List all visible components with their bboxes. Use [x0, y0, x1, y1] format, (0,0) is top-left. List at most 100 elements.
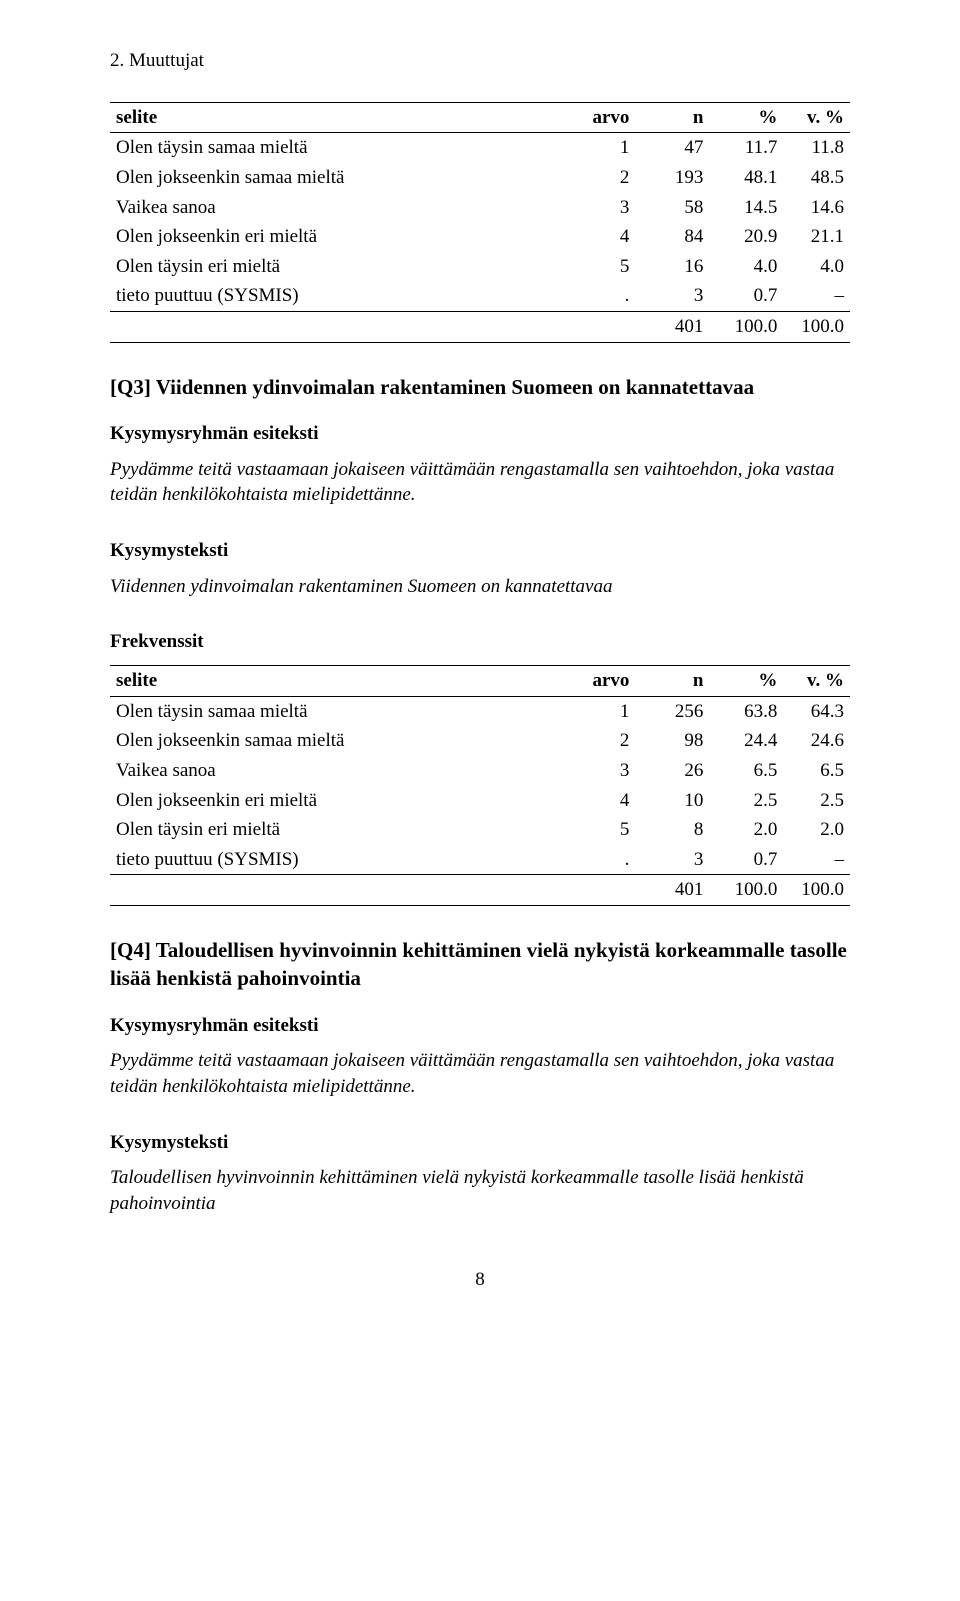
cell-vpct: 48.5 — [783, 163, 850, 193]
cell-total-n: 401 — [635, 312, 709, 343]
q4-question-text: Taloudellisen hyvinvoinnin kehittäminen … — [110, 1165, 850, 1216]
frequency-table-2: selite arvo n % v. % Olen täysin samaa m… — [110, 665, 850, 906]
cell-selite: Olen jokseenkin samaa mieltä — [110, 726, 569, 756]
cell-vpct: 2.0 — [783, 815, 850, 845]
table-row: Vaikea sanoa 3 26 6.5 6.5 — [110, 756, 850, 786]
table-header-row: selite arvo n % v. % — [110, 665, 850, 696]
cell-n: 193 — [635, 163, 709, 193]
table-row: Olen täysin eri mieltä 5 16 4.0 4.0 — [110, 252, 850, 282]
cell-selite: tieto puuttuu (SYSMIS) — [110, 281, 569, 311]
cell-n: 10 — [635, 786, 709, 816]
col-header-arvo: arvo — [569, 665, 636, 696]
table-total-row: 401 100.0 100.0 — [110, 875, 850, 906]
cell-selite: Olen täysin samaa mieltä — [110, 133, 569, 163]
col-header-vpct: v. % — [783, 665, 850, 696]
q4-heading: [Q4] Taloudellisen hyvinvoinnin kehittäm… — [110, 936, 850, 993]
table-row: Olen täysin samaa mieltä 1 256 63.8 64.3 — [110, 696, 850, 726]
cell-selite: tieto puuttuu (SYSMIS) — [110, 845, 569, 875]
cell-selite: Olen jokseenkin eri mieltä — [110, 786, 569, 816]
cell-empty — [110, 875, 569, 906]
q3-question-text: Viidennen ydinvoimalan rakentaminen Suom… — [110, 574, 850, 600]
q3-question-label: Kysymysteksti — [110, 538, 850, 564]
cell-pct: 63.8 — [709, 696, 783, 726]
cell-vpct: 6.5 — [783, 756, 850, 786]
q3-freq-label: Frekvenssit — [110, 629, 850, 655]
cell-vpct: 4.0 — [783, 252, 850, 282]
cell-selite: Olen täysin eri mieltä — [110, 252, 569, 282]
cell-empty — [569, 312, 636, 343]
cell-selite: Olen jokseenkin samaa mieltä — [110, 163, 569, 193]
cell-arvo: 2 — [569, 726, 636, 756]
cell-arvo: 3 — [569, 193, 636, 223]
cell-empty — [569, 875, 636, 906]
cell-n: 84 — [635, 222, 709, 252]
cell-total-n: 401 — [635, 875, 709, 906]
frequency-table-1: selite arvo n % v. % Olen täysin samaa m… — [110, 102, 850, 343]
cell-arvo: 2 — [569, 163, 636, 193]
table-row: Olen täysin samaa mieltä 1 47 11.7 11.8 — [110, 133, 850, 163]
cell-n: 256 — [635, 696, 709, 726]
cell-pct: 14.5 — [709, 193, 783, 223]
cell-arvo: 1 — [569, 696, 636, 726]
cell-selite: Vaikea sanoa — [110, 756, 569, 786]
cell-total-vpct: 100.0 — [783, 312, 850, 343]
col-header-pct: % — [709, 665, 783, 696]
table-row: Olen jokseenkin eri mieltä 4 10 2.5 2.5 — [110, 786, 850, 816]
cell-total-pct: 100.0 — [709, 875, 783, 906]
table-row: Olen jokseenkin samaa mieltä 2 98 24.4 2… — [110, 726, 850, 756]
cell-arvo: 5 — [569, 252, 636, 282]
cell-pct: 2.5 — [709, 786, 783, 816]
cell-arvo: . — [569, 281, 636, 311]
table-row: tieto puuttuu (SYSMIS) . 3 0.7 – — [110, 281, 850, 311]
table-row: Olen jokseenkin samaa mieltä 2 193 48.1 … — [110, 163, 850, 193]
cell-arvo: 5 — [569, 815, 636, 845]
q4-question-label: Kysymysteksti — [110, 1130, 850, 1156]
col-header-selite: selite — [110, 665, 569, 696]
cell-pct: 48.1 — [709, 163, 783, 193]
cell-n: 8 — [635, 815, 709, 845]
cell-vpct: 24.6 — [783, 726, 850, 756]
q3-group-text: Pyydämme teitä vastaamaan jokaiseen väit… — [110, 457, 850, 508]
cell-empty — [110, 312, 569, 343]
table-row: Vaikea sanoa 3 58 14.5 14.6 — [110, 193, 850, 223]
col-header-n: n — [635, 665, 709, 696]
col-header-vpct: v. % — [783, 102, 850, 133]
cell-vpct: 64.3 — [783, 696, 850, 726]
cell-pct: 20.9 — [709, 222, 783, 252]
table-header-row: selite arvo n % v. % — [110, 102, 850, 133]
table-row: tieto puuttuu (SYSMIS) . 3 0.7 – — [110, 845, 850, 875]
table-total-row: 401 100.0 100.0 — [110, 312, 850, 343]
q4-group-text: Pyydämme teitä vastaamaan jokaiseen väit… — [110, 1048, 850, 1099]
cell-total-pct: 100.0 — [709, 312, 783, 343]
table-row: Olen jokseenkin eri mieltä 4 84 20.9 21.… — [110, 222, 850, 252]
cell-pct: 2.0 — [709, 815, 783, 845]
cell-n: 3 — [635, 281, 709, 311]
col-header-n: n — [635, 102, 709, 133]
cell-pct: 24.4 — [709, 726, 783, 756]
cell-n: 16 — [635, 252, 709, 282]
q4-group-label: Kysymysryhmän esiteksti — [110, 1013, 850, 1039]
cell-n: 58 — [635, 193, 709, 223]
cell-total-vpct: 100.0 — [783, 875, 850, 906]
cell-pct: 6.5 — [709, 756, 783, 786]
cell-arvo: . — [569, 845, 636, 875]
cell-pct: 0.7 — [709, 281, 783, 311]
cell-n: 98 — [635, 726, 709, 756]
page-number: 8 — [110, 1267, 850, 1293]
col-header-arvo: arvo — [569, 102, 636, 133]
cell-selite: Olen täysin samaa mieltä — [110, 696, 569, 726]
cell-vpct: – — [783, 845, 850, 875]
cell-arvo: 4 — [569, 786, 636, 816]
page: 2. Muuttujat selite arvo n % v. % Olen t… — [0, 0, 960, 1332]
q3-group-label: Kysymysryhmän esiteksti — [110, 421, 850, 447]
col-header-selite: selite — [110, 102, 569, 133]
cell-pct: 4.0 — [709, 252, 783, 282]
cell-selite: Olen täysin eri mieltä — [110, 815, 569, 845]
cell-vpct: 14.6 — [783, 193, 850, 223]
col-header-pct: % — [709, 102, 783, 133]
cell-selite: Vaikea sanoa — [110, 193, 569, 223]
cell-n: 26 — [635, 756, 709, 786]
cell-vpct: 11.8 — [783, 133, 850, 163]
cell-pct: 11.7 — [709, 133, 783, 163]
cell-arvo: 4 — [569, 222, 636, 252]
